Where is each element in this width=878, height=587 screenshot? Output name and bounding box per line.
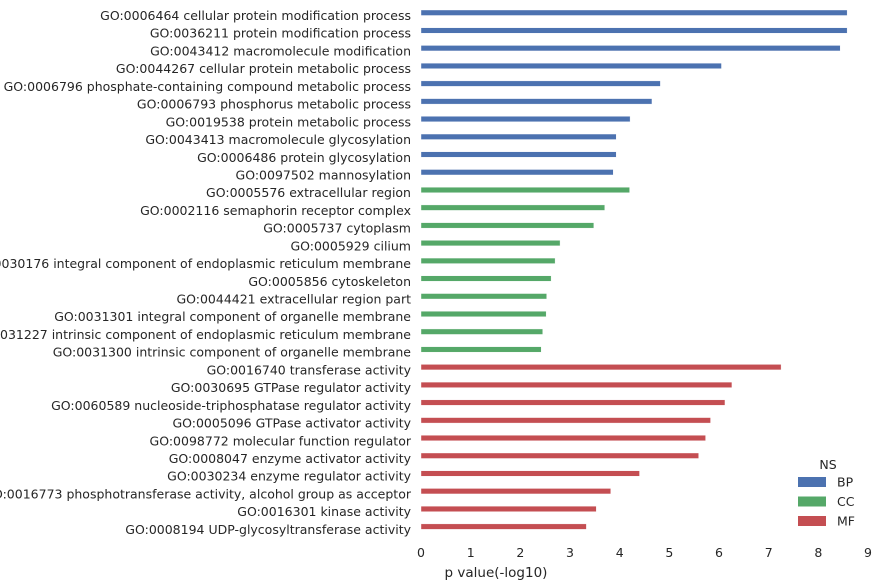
- category-label: GO:0031300 intrinsic component of organe…: [53, 345, 412, 360]
- x-tick-label: 9: [864, 545, 872, 560]
- category-label: GO:0005856 cytoskeleton: [248, 274, 411, 289]
- category-label: GO:0008047 enzyme activator activity: [169, 451, 412, 466]
- legend-swatch-mf: [798, 516, 826, 526]
- category-label: GO:0016301 kinase activity: [237, 504, 411, 519]
- category-label: GO:0030176 integral component of endopla…: [0, 256, 411, 271]
- bar-cc: [420, 311, 547, 317]
- category-label: GO:0005737 cytoplasm: [263, 221, 411, 236]
- category-label: GO:0030695 GTPase regulator activity: [171, 380, 412, 395]
- bar-cc: [420, 275, 552, 282]
- bar-bp: [420, 116, 631, 123]
- bar-bp: [420, 133, 617, 140]
- x-tick-label: 8: [814, 545, 822, 560]
- legend-label-cc: CC: [837, 494, 855, 509]
- category-label: GO:0008194 UDP-glycosyltransferase activ…: [125, 522, 411, 537]
- bar-cc: [420, 204, 605, 211]
- bar-bp: [420, 45, 841, 52]
- x-tick-label: 3: [566, 545, 574, 560]
- category-label: GO:0098772 molecular function regulator: [150, 433, 412, 448]
- bar-bp: [420, 169, 614, 176]
- bar-mf: [420, 435, 706, 441]
- bar-mf: [420, 452, 699, 459]
- category-label: GO:0043413 macromolecule glycosylation: [145, 132, 411, 147]
- bar-cc: [420, 346, 542, 353]
- bar-bp: [420, 62, 722, 69]
- x-tick-label: 1: [467, 545, 475, 560]
- bar-cc: [420, 222, 595, 229]
- bar-cc: [420, 328, 543, 335]
- bar-cc: [420, 293, 547, 300]
- x-axis-title: p value(-log10): [445, 565, 548, 581]
- category-label: GO:0006486 protein glycosylation: [197, 150, 411, 165]
- category-label: GO:0036211 protein modification process: [150, 26, 411, 41]
- category-label: GO:0006796 phosphate-containing compound…: [4, 79, 411, 94]
- category-label: GO:0031301 integral component of organel…: [54, 309, 411, 324]
- x-tick-label: 7: [765, 545, 773, 560]
- bar-mf: [420, 470, 640, 477]
- bar-bp: [420, 98, 653, 105]
- bar-mf: [420, 523, 587, 530]
- category-label: GO:0044267 cellular protein metabolic pr…: [116, 61, 411, 76]
- bar-cc: [420, 240, 561, 247]
- category-label: GO:0043412 macromolecule modification: [150, 43, 411, 58]
- x-tick-label: 5: [665, 545, 673, 560]
- legend-label-mf: MF: [837, 514, 855, 529]
- x-tick-label: 2: [516, 545, 524, 560]
- legend-swatch-bp: [798, 477, 826, 487]
- category-label: GO:0060589 nucleoside-triphosphatase reg…: [51, 398, 411, 413]
- legend-title: NS: [819, 457, 836, 472]
- legend: NS BP CC MF: [798, 457, 855, 529]
- bar-cc: [420, 186, 630, 193]
- x-axis-ticks: 0 1 2 3 4 5 6 7 8 9: [417, 545, 872, 560]
- category-label: GO:0005576 extracellular region: [206, 185, 411, 200]
- x-tick-label: 0: [417, 545, 425, 560]
- bar-bp: [420, 27, 848, 34]
- category-label: GO:0016740 transferase activity: [207, 362, 412, 377]
- bar-mf: [420, 488, 611, 495]
- bar-bp: [420, 80, 661, 87]
- bar-bp: [420, 9, 848, 16]
- category-label: GO:0031227 intrinsic component of endopl…: [0, 327, 411, 342]
- bar-mf: [420, 417, 711, 424]
- category-label: GO:0030234 enzyme regulator activity: [167, 469, 411, 484]
- x-tick-label: 6: [715, 545, 723, 560]
- category-label: GO:0006793 phosphorus metabolic process: [137, 97, 411, 112]
- category-label: GO:0002116 semaphorin receptor complex: [140, 203, 411, 218]
- category-label: GO:0097502 mannosylation: [236, 167, 411, 182]
- bar-mf: [420, 381, 733, 388]
- bar-bp: [420, 151, 617, 158]
- bar-mf: [420, 399, 726, 406]
- legend-label-bp: BP: [837, 475, 854, 490]
- bars: [420, 9, 848, 530]
- category-label: GO:0019538 protein metabolic process: [166, 114, 411, 129]
- category-label: GO:0005929 cilium: [290, 238, 411, 253]
- bar-mf: [420, 364, 782, 371]
- legend-swatch-cc: [798, 496, 826, 507]
- bar-cc: [420, 257, 556, 264]
- category-labels: GO:0006464 cellular protein modification…: [0, 8, 412, 537]
- x-tick-label: 4: [616, 545, 624, 560]
- bar-mf: [420, 505, 597, 512]
- category-label: GO:0005096 GTPase activator activity: [172, 416, 411, 431]
- category-label: GO:0044421 extracellular region part: [176, 292, 411, 307]
- category-label: GO:0016773 phosphotransferase activity, …: [0, 486, 412, 501]
- category-label: GO:0006464 cellular protein modification…: [100, 8, 411, 23]
